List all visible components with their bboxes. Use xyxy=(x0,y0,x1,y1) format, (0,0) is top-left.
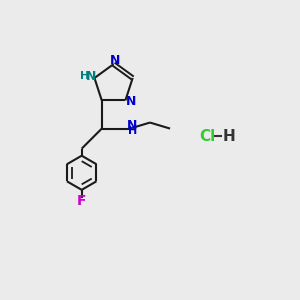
Text: H: H xyxy=(80,71,89,81)
Text: H: H xyxy=(223,129,236,144)
Text: F: F xyxy=(77,194,86,208)
Text: N: N xyxy=(127,119,137,132)
Text: N: N xyxy=(126,95,136,108)
Text: N: N xyxy=(86,70,96,83)
Text: Cl: Cl xyxy=(199,129,215,144)
Text: H: H xyxy=(128,126,137,136)
Text: N: N xyxy=(110,54,120,67)
